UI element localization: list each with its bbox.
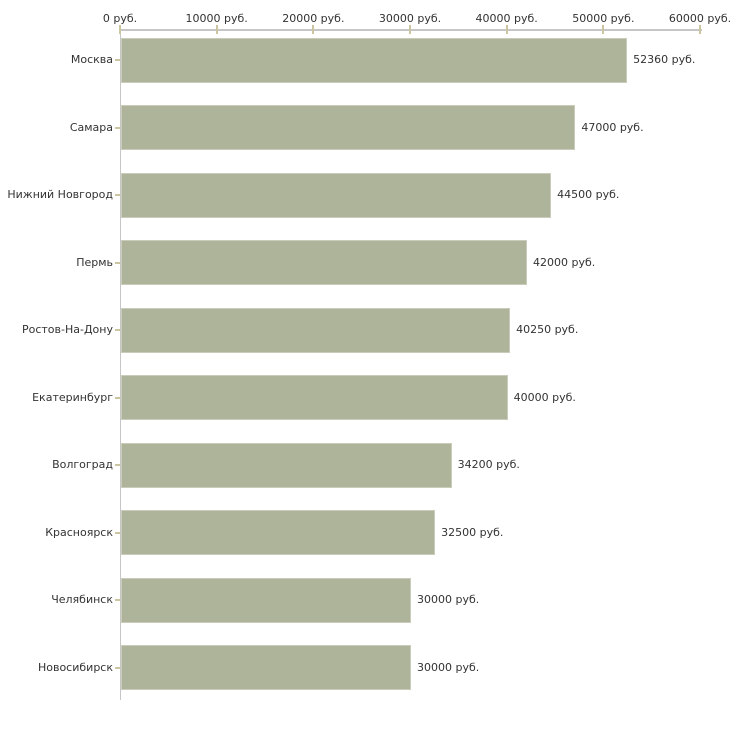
- y-tick-mark: [115, 464, 120, 466]
- x-tick-label: 60000 руб.: [668, 12, 730, 25]
- y-tick-mark: [115, 531, 120, 534]
- bar-7: [121, 510, 436, 555]
- x-tick-label: 20000 руб.: [282, 12, 345, 25]
- x-axis-line: [120, 29, 702, 31]
- bar-6: [121, 442, 452, 488]
- bar-4: [121, 307, 511, 353]
- y-tick-mark: [115, 666, 120, 669]
- x-tick-mark: [409, 25, 411, 34]
- category-label: Челябинск: [51, 593, 113, 606]
- value-label: 47000 руб.: [581, 120, 644, 134]
- bar-5: [121, 375, 508, 420]
- value-label: 30000 руб.: [417, 593, 480, 606]
- y-tick-mark: [115, 599, 120, 601]
- bar-8: [121, 577, 411, 623]
- value-label: 40000 руб.: [513, 390, 576, 404]
- value-label: 30000 руб.: [417, 660, 480, 674]
- x-tick-mark: [602, 25, 605, 34]
- bar-9: [121, 645, 411, 690]
- bar-2: [121, 172, 552, 218]
- value-label: 42000 руб.: [533, 255, 596, 269]
- value-label: 40250 руб.: [516, 323, 579, 336]
- y-tick-mark: [115, 396, 120, 399]
- category-label: Пермь: [76, 255, 113, 269]
- x-tick-mark: [699, 25, 701, 34]
- y-tick-mark: [115, 194, 120, 196]
- category-label: Волгоград: [52, 458, 113, 471]
- x-tick-mark: [312, 25, 315, 34]
- bar-0: [121, 37, 628, 83]
- value-label: 52360 руб.: [633, 53, 696, 66]
- y-tick-mark: [115, 59, 120, 61]
- category-label: Ростов-На-Дону: [21, 323, 113, 336]
- x-tick-label: 30000 руб.: [378, 12, 442, 25]
- category-label: Самара: [69, 120, 113, 134]
- category-label: Новосибирск: [37, 660, 113, 674]
- bar-3: [121, 240, 527, 285]
- category-label: Красноярск: [45, 525, 113, 539]
- x-tick-label: 50000 руб.: [572, 12, 635, 25]
- value-label: 34200 руб.: [457, 458, 520, 471]
- category-label: Екатеринбург: [32, 390, 113, 404]
- category-label: Нижний Новгород: [7, 188, 113, 201]
- x-tick-mark: [505, 25, 508, 34]
- value-label: 44500 руб.: [557, 188, 620, 201]
- x-tick-label: 0 руб.: [102, 12, 138, 25]
- bar-1: [121, 105, 576, 150]
- x-tick-label: 10000 руб.: [185, 12, 248, 25]
- y-tick-mark: [115, 329, 120, 331]
- x-tick-mark: [119, 25, 121, 34]
- y-tick-mark: [115, 261, 120, 264]
- y-tick-mark: [115, 126, 120, 129]
- x-tick-label: 40000 руб.: [475, 12, 538, 25]
- x-tick-mark: [215, 25, 218, 34]
- y-axis-line: [120, 29, 121, 700]
- value-label: 32500 руб.: [441, 525, 504, 539]
- category-label: Москва: [70, 53, 113, 66]
